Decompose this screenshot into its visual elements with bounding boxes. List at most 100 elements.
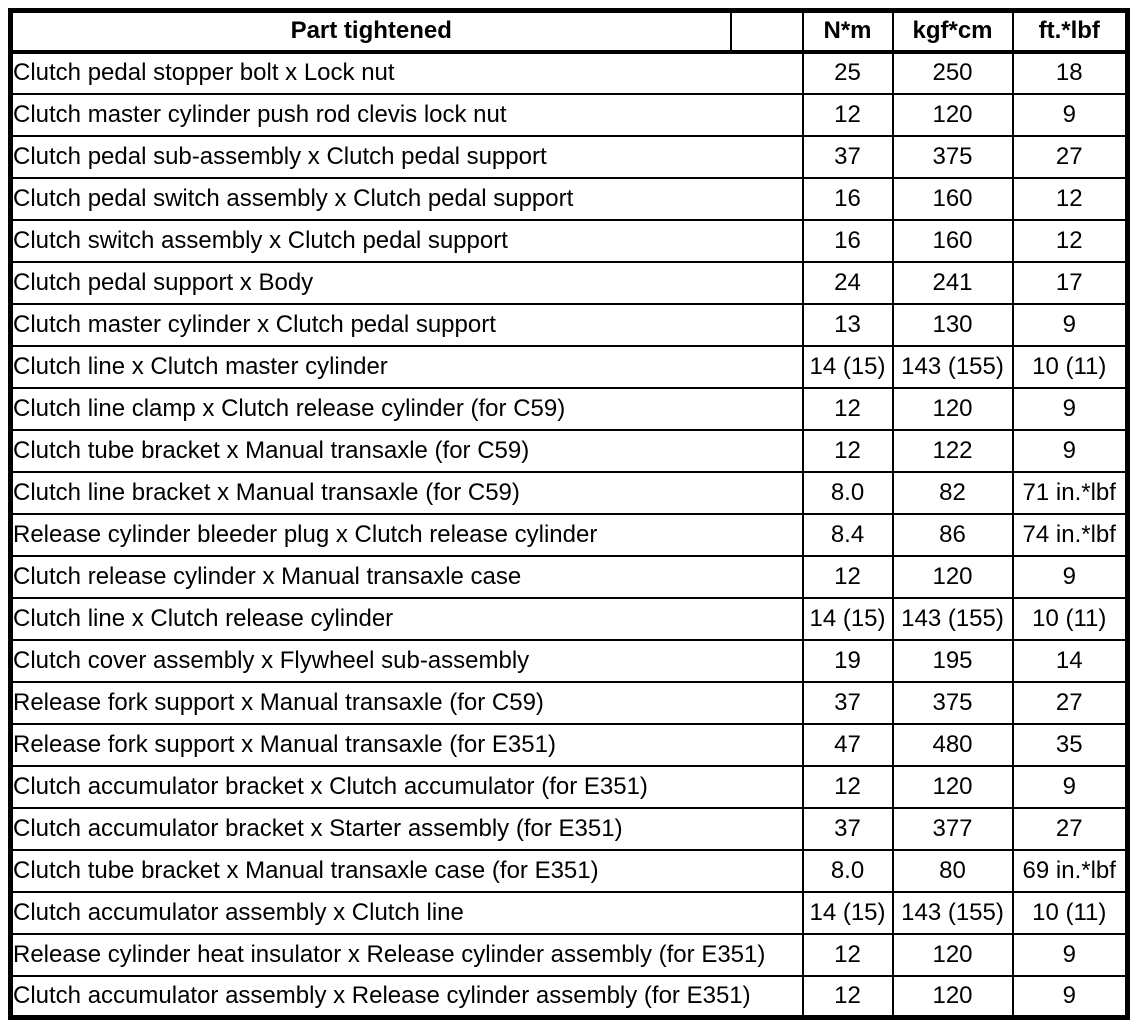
ftlbf-value-cell: 9 — [1011, 932, 1129, 977]
part-tightened-cell: Release fork support x Manual transaxle … — [9, 722, 804, 767]
ftlbf-value-cell: 9 — [1011, 974, 1129, 1019]
part-tightened-cell: Clutch accumulator bracket x Starter ass… — [9, 806, 804, 851]
kgfcm-value-cell: 80 — [891, 848, 1014, 893]
kgfcm-value-cell: 375 — [891, 134, 1014, 179]
ftlbf-value-cell: 27 — [1011, 134, 1129, 179]
table-row: Clutch accumulator bracket x Starter ass… — [9, 806, 1129, 851]
nm-value-cell: 12 — [801, 428, 894, 473]
ftlbf-value-cell: 12 — [1011, 218, 1129, 263]
nm-value-cell: 12 — [801, 386, 894, 431]
part-tightened-cell: Clutch pedal sub-assembly x Clutch pedal… — [9, 134, 804, 179]
kgfcm-value-cell: 160 — [891, 218, 1014, 263]
part-tightened-cell: Release fork support x Manual transaxle … — [9, 680, 804, 725]
part-tightened-cell: Clutch tube bracket x Manual transaxle (… — [9, 428, 804, 473]
table-row: Clutch release cylinder x Manual transax… — [9, 554, 1129, 599]
ftlbf-value-cell: 27 — [1011, 806, 1129, 851]
nm-value-cell: 37 — [801, 134, 894, 179]
table-row: Clutch pedal stopper bolt x Lock nut 25 … — [9, 50, 1129, 95]
ftlbf-value-cell: 27 — [1011, 680, 1129, 725]
table-row: Release fork support x Manual transaxle … — [9, 680, 1129, 725]
table-row: Clutch tube bracket x Manual transaxle c… — [9, 848, 1129, 893]
nm-value-cell: 12 — [801, 764, 894, 809]
part-tightened-cell: Clutch pedal stopper bolt x Lock nut — [9, 50, 804, 95]
kgfcm-value-cell: 122 — [891, 428, 1014, 473]
ftlbf-value-cell: 71 in.*lbf — [1011, 470, 1129, 515]
table-row: Clutch switch assembly x Clutch pedal su… — [9, 218, 1129, 263]
nm-value-cell: 16 — [801, 218, 894, 263]
kgfcm-value-cell: 143 (155) — [891, 890, 1014, 935]
nm-value-cell: 37 — [801, 680, 894, 725]
column-header-spacer — [729, 9, 804, 54]
nm-value-cell: 12 — [801, 554, 894, 599]
table-row: Clutch pedal switch assembly x Clutch pe… — [9, 176, 1129, 221]
part-tightened-cell: Clutch accumulator assembly x Release cy… — [9, 974, 804, 1019]
kgfcm-value-cell: 120 — [891, 554, 1014, 599]
table-row: Clutch line x Clutch release cylinder 14… — [9, 596, 1129, 641]
kgfcm-value-cell: 120 — [891, 92, 1014, 137]
kgfcm-value-cell: 195 — [891, 638, 1014, 683]
nm-value-cell: 12 — [801, 974, 894, 1019]
part-tightened-cell: Clutch pedal switch assembly x Clutch pe… — [9, 176, 804, 221]
kgfcm-value-cell: 130 — [891, 302, 1014, 347]
part-tightened-cell: Clutch pedal support x Body — [9, 260, 804, 305]
ftlbf-value-cell: 10 (11) — [1011, 890, 1129, 935]
nm-value-cell: 12 — [801, 92, 894, 137]
table-row: Clutch pedal support x Body 24 241 17 — [9, 260, 1129, 305]
part-tightened-cell: Clutch tube bracket x Manual transaxle c… — [9, 848, 804, 893]
column-header-nm: N*m — [801, 9, 894, 54]
part-tightened-cell: Clutch accumulator bracket x Clutch accu… — [9, 764, 804, 809]
table-row: Clutch line clamp x Clutch release cylin… — [9, 386, 1129, 431]
torque-spec-table: Part tightened N*m kgf*cm ft.*lbf Clutch… — [8, 8, 1130, 1020]
nm-value-cell: 12 — [801, 932, 894, 977]
nm-value-cell: 8.4 — [801, 512, 894, 557]
part-tightened-cell: Clutch line x Clutch master cylinder — [9, 344, 804, 389]
column-header-ftlbf: ft.*lbf — [1011, 9, 1129, 54]
part-tightened-cell: Clutch line x Clutch release cylinder — [9, 596, 804, 641]
table-row: Clutch accumulator assembly x Release cy… — [9, 974, 1129, 1019]
part-tightened-cell: Release cylinder bleeder plug x Clutch r… — [9, 512, 804, 557]
part-tightened-cell: Release cylinder heat insulator x Releas… — [9, 932, 804, 977]
part-tightened-cell: Clutch line bracket x Manual transaxle (… — [9, 470, 804, 515]
table-row: Release cylinder bleeder plug x Clutch r… — [9, 512, 1129, 557]
kgfcm-value-cell: 86 — [891, 512, 1014, 557]
part-tightened-cell: Clutch master cylinder x Clutch pedal su… — [9, 302, 804, 347]
ftlbf-value-cell: 10 (11) — [1011, 344, 1129, 389]
table-row: Clutch cover assembly x Flywheel sub-ass… — [9, 638, 1129, 683]
table-row: Clutch line x Clutch master cylinder 14 … — [9, 344, 1129, 389]
table-row: Clutch accumulator assembly x Clutch lin… — [9, 890, 1129, 935]
nm-value-cell: 24 — [801, 260, 894, 305]
kgfcm-value-cell: 250 — [891, 50, 1014, 95]
ftlbf-value-cell: 69 in.*lbf — [1011, 848, 1129, 893]
table-row: Clutch line bracket x Manual transaxle (… — [9, 470, 1129, 515]
nm-value-cell: 8.0 — [801, 848, 894, 893]
table-row: Clutch pedal sub-assembly x Clutch pedal… — [9, 134, 1129, 179]
part-tightened-cell: Clutch release cylinder x Manual transax… — [9, 554, 804, 599]
nm-value-cell: 25 — [801, 50, 894, 95]
kgfcm-value-cell: 143 (155) — [891, 344, 1014, 389]
ftlbf-value-cell: 74 in.*lbf — [1011, 512, 1129, 557]
ftlbf-value-cell: 10 (11) — [1011, 596, 1129, 641]
part-tightened-cell: Clutch master cylinder push rod clevis l… — [9, 92, 804, 137]
kgfcm-value-cell: 120 — [891, 932, 1014, 977]
ftlbf-value-cell: 9 — [1011, 764, 1129, 809]
table-row: Clutch master cylinder x Clutch pedal su… — [9, 302, 1129, 347]
table-row: Release cylinder heat insulator x Releas… — [9, 932, 1129, 977]
table-row: Release fork support x Manual transaxle … — [9, 722, 1129, 767]
nm-value-cell: 19 — [801, 638, 894, 683]
column-header-kgfcm: kgf*cm — [891, 9, 1014, 54]
ftlbf-value-cell: 9 — [1011, 428, 1129, 473]
ftlbf-value-cell: 9 — [1011, 302, 1129, 347]
nm-value-cell: 14 (15) — [801, 344, 894, 389]
ftlbf-value-cell: 17 — [1011, 260, 1129, 305]
kgfcm-value-cell: 377 — [891, 806, 1014, 851]
ftlbf-value-cell: 9 — [1011, 554, 1129, 599]
nm-value-cell: 37 — [801, 806, 894, 851]
table-row: Clutch tube bracket x Manual transaxle (… — [9, 428, 1129, 473]
nm-value-cell: 14 (15) — [801, 596, 894, 641]
part-tightened-cell: Clutch cover assembly x Flywheel sub-ass… — [9, 638, 804, 683]
nm-value-cell: 14 (15) — [801, 890, 894, 935]
table-header-row: Part tightened N*m kgf*cm ft.*lbf — [9, 9, 1129, 54]
kgfcm-value-cell: 82 — [891, 470, 1014, 515]
part-tightened-cell: Clutch line clamp x Clutch release cylin… — [9, 386, 804, 431]
